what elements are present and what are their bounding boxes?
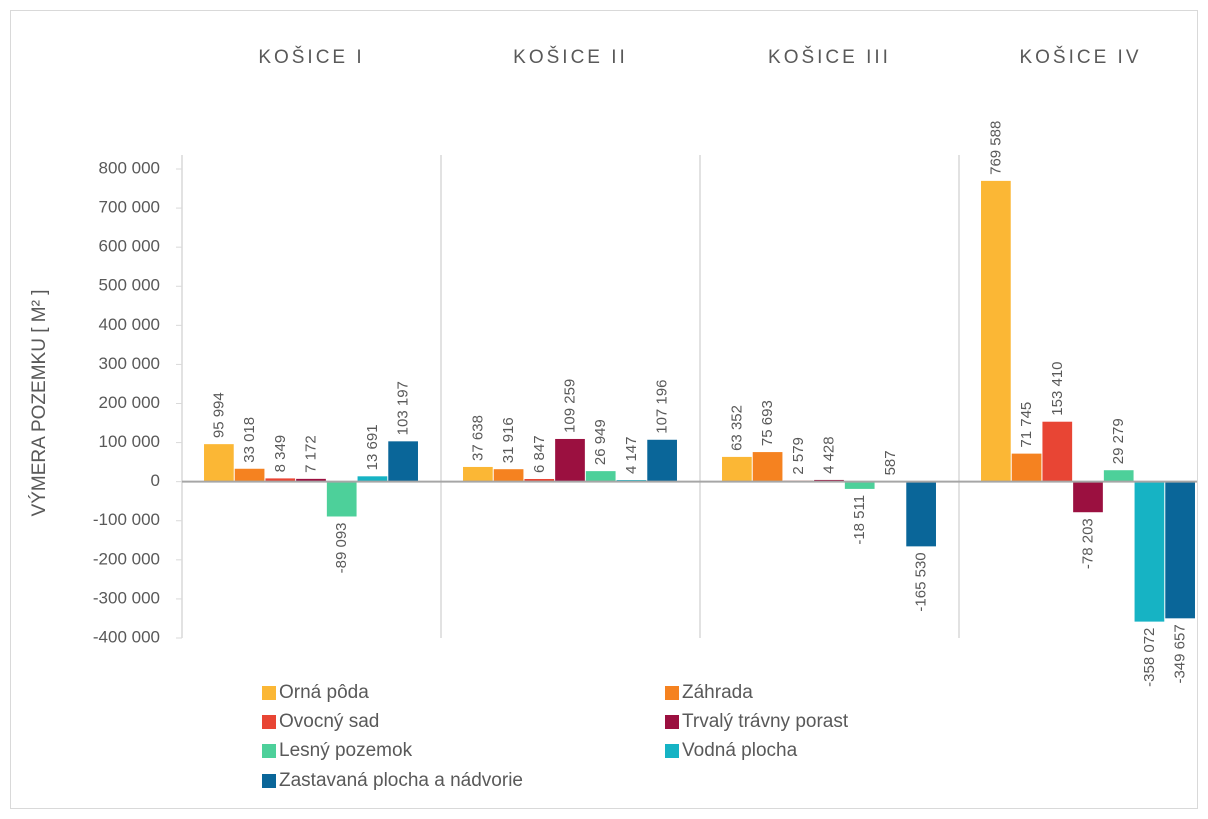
bar [981,180,1011,482]
y-tick-label: 100 000 [99,432,160,451]
bar [555,438,585,482]
value-label: 8 349 [272,435,289,473]
bar [493,469,524,482]
chart-border [10,10,1198,809]
value-label: -165 530 [913,552,930,611]
value-label: 2 579 [790,437,807,475]
bar [906,481,936,547]
category-label: KOŠICE III [768,46,891,68]
legend-swatch [262,686,276,700]
y-tick-label: 500 000 [99,276,160,295]
y-tick-label: -200 000 [93,549,160,568]
value-label: 107 196 [654,380,671,434]
value-label: 33 018 [241,417,258,463]
category-label: KOŠICE II [513,46,628,68]
y-tick-label: 800 000 [99,158,160,177]
bar [326,481,357,517]
bar [752,452,783,482]
value-label: 95 994 [210,392,227,438]
value-label: -89 093 [333,522,350,573]
y-tick-label: 0 [151,471,160,490]
value-label: -349 657 [1172,624,1189,683]
legend-label: Vodná plocha [682,740,798,761]
bar [722,456,752,482]
value-label: 31 916 [500,417,517,463]
y-tick-label: 200 000 [99,393,160,412]
value-label: 37 638 [469,415,486,461]
legend-swatch [665,744,679,758]
legend-swatch [665,686,679,700]
value-label: 13 691 [364,424,381,470]
bar [1165,481,1195,619]
legend-swatch [262,744,276,758]
legend-label: Trvalý trávny porast [682,711,849,732]
bar [844,481,875,489]
value-label: 7 172 [302,435,319,473]
bar [647,439,677,482]
bar [585,471,616,482]
value-label: 75 693 [759,400,776,446]
y-axis-label: VÝMERA POZEMKU [ M² ] [29,290,50,517]
legend-label: Orná pôda [279,682,369,703]
value-label: 103 197 [395,381,412,435]
y-tick-label: -100 000 [93,510,160,529]
value-label: 4 147 [623,436,640,474]
bar [463,466,493,482]
bar [204,444,234,482]
value-label: 63 352 [728,405,745,451]
value-label: 587 [882,450,899,475]
y-tick-label: 700 000 [99,198,160,217]
y-tick-label: -400 000 [93,627,160,646]
value-label: 6 847 [531,435,548,473]
value-label: 29 279 [1110,418,1127,464]
value-label: 4 428 [820,436,837,474]
value-label: -358 072 [1141,628,1158,687]
value-label: 26 949 [592,419,609,465]
y-tick-label: 400 000 [99,315,160,334]
value-label: 153 410 [1049,361,1066,415]
category-label: KOŠICE IV [1019,46,1141,68]
bar [1042,421,1073,482]
bar [357,476,388,482]
value-label: 769 588 [987,121,1004,175]
category-label: KOŠICE I [258,46,364,68]
bar [1134,481,1165,622]
value-label: -18 511 [851,495,868,545]
value-label: 109 259 [561,379,578,433]
legend-label: Zastavaná plocha a nádvorie [279,770,523,791]
legend-label: Záhrada [682,682,753,703]
legend-swatch [665,715,679,729]
value-label: 71 745 [1018,402,1035,448]
legend-swatch [262,715,276,729]
value-label: -78 203 [1079,518,1096,569]
y-tick-label: -300 000 [93,588,160,607]
legend-label: Ovocný sad [279,711,379,732]
legend-swatch [262,774,276,788]
y-tick-label: 600 000 [99,237,160,256]
bar [265,478,296,482]
bar [388,441,418,482]
bar [1011,453,1042,482]
bar [296,478,326,482]
bar [524,478,555,482]
y-tick-label: 300 000 [99,354,160,373]
bar [234,468,265,482]
bar [1073,481,1103,513]
legend-label: Lesný pozemok [279,740,413,761]
bar [1103,470,1134,482]
